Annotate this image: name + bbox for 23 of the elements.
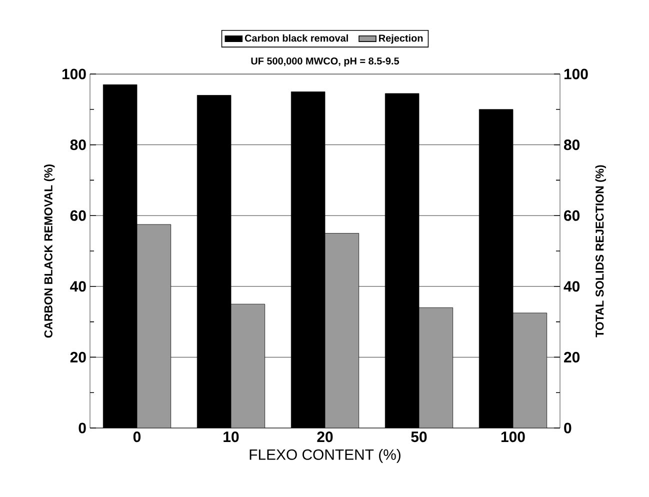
x-tick-label: 10 bbox=[224, 432, 239, 442]
y-tick-label: 40 bbox=[70, 281, 86, 292]
y-tick-label: 60 bbox=[70, 210, 86, 221]
y-tick-label: 100 bbox=[62, 68, 86, 80]
y2-axis-title: TOTAL SOLIDS REJECTION (%) bbox=[595, 165, 606, 338]
x-tick-label: 0 bbox=[133, 432, 141, 442]
y-axis-title: CARBON BLACK REMOVAL (%) bbox=[44, 164, 55, 338]
y-tick-label: 0 bbox=[78, 422, 86, 434]
y2-tick-label: 40 bbox=[564, 281, 580, 292]
y2-tick-label: 100 bbox=[564, 68, 588, 80]
x-tick-label: 20 bbox=[317, 432, 333, 442]
x-tick-label: 100 bbox=[501, 432, 525, 442]
chart-title: UF 500,000 MWCO, pH = 8.5-9.5 bbox=[251, 57, 400, 66]
x-axis-title: FLEXO CONTENT (%) bbox=[250, 448, 400, 463]
y2-tick-label: 20 bbox=[564, 352, 580, 362]
y-tick-label: 80 bbox=[70, 140, 86, 150]
legend-label: Rejection bbox=[379, 34, 423, 44]
y2-tick-label: 0 bbox=[564, 422, 572, 434]
y2-tick-label: 80 bbox=[564, 140, 580, 150]
y-tick-label: 20 bbox=[70, 352, 86, 362]
legend-label: Carbon black removal bbox=[244, 34, 348, 42]
y2-tick-label: 60 bbox=[564, 210, 580, 221]
x-tick-label: 50 bbox=[411, 432, 427, 442]
